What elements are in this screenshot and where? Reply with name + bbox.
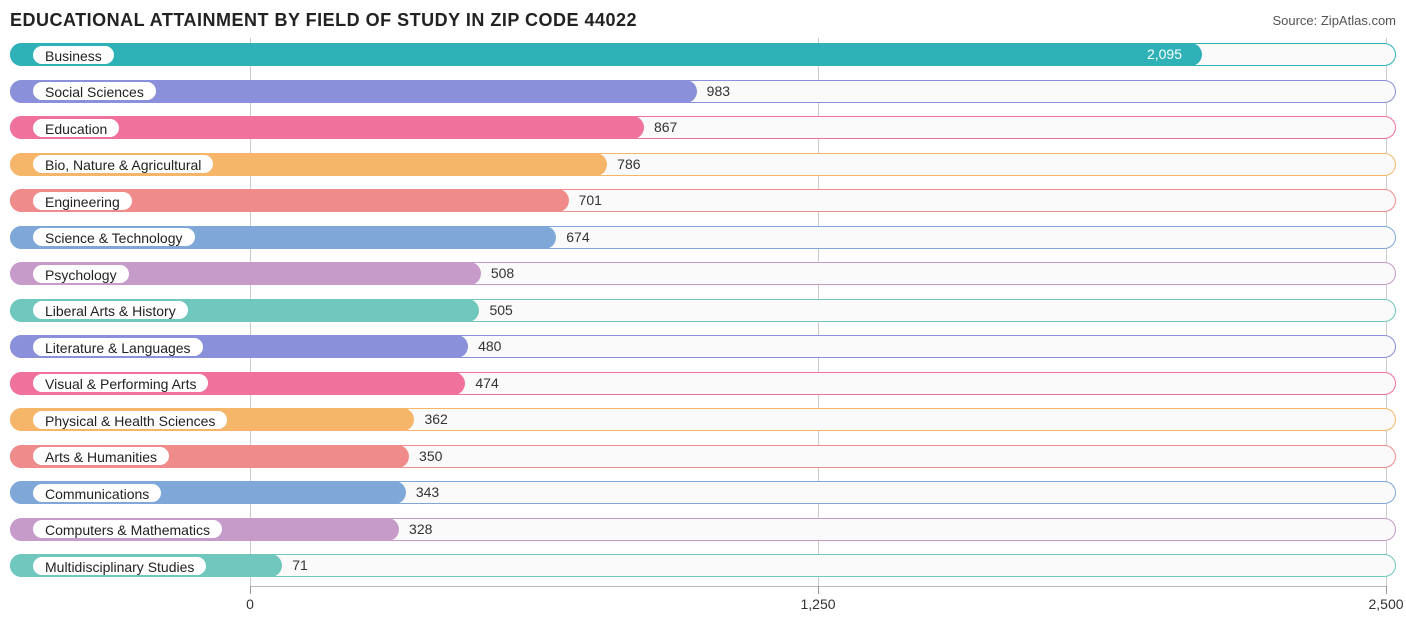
chart-source: Source: ZipAtlas.com [1272, 13, 1396, 28]
bar-row: Social Sciences 983 [10, 75, 1396, 108]
bar-row: Business 2,095 [10, 38, 1396, 71]
bar-chart: Business 2,095 Social Sciences 983 Education… [10, 38, 1396, 582]
bar-row: Science & Technology 674 [10, 221, 1396, 254]
category-label: Communications [32, 483, 162, 503]
value-label: 474 [475, 372, 498, 395]
category-label: Arts & Humanities [32, 446, 170, 466]
bar-row: Literature & Languages 480 [10, 330, 1396, 363]
value-label: 505 [489, 299, 512, 322]
category-label: Visual & Performing Arts [32, 373, 209, 393]
category-label: Liberal Arts & History [32, 300, 189, 320]
value-label: 343 [416, 481, 439, 504]
value-label: 786 [617, 153, 640, 176]
value-label: 480 [478, 335, 501, 358]
category-label: Physical & Health Sciences [32, 410, 228, 430]
value-label: 674 [566, 226, 589, 249]
axis-tick [250, 586, 251, 594]
bar-row: Bio, Nature & Agricultural 786 [10, 148, 1396, 181]
axis-tick-label: 0 [246, 596, 254, 612]
category-label: Science & Technology [32, 227, 196, 247]
axis-tick [818, 586, 819, 594]
category-label: Computers & Mathematics [32, 519, 223, 539]
value-label: 983 [707, 80, 730, 103]
category-label: Social Sciences [32, 81, 157, 101]
axis-tick-label: 1,250 [800, 596, 835, 612]
bar-row: Computers & Mathematics 328 [10, 513, 1396, 546]
bar-row: Multidisciplinary Studies 71 [10, 549, 1396, 582]
x-axis: 01,2502,500 [10, 586, 1396, 616]
chart-container: EDUCATIONAL ATTAINMENT BY FIELD OF STUDY… [0, 0, 1406, 631]
value-label: 867 [654, 116, 677, 139]
value-label: 350 [419, 445, 442, 468]
category-label: Literature & Languages [32, 337, 204, 357]
category-label: Psychology [32, 264, 130, 284]
bar-row: Liberal Arts & History 505 [10, 294, 1396, 327]
value-label: 508 [491, 262, 514, 285]
bar-fill [10, 43, 1202, 66]
category-label: Bio, Nature & Agricultural [32, 154, 214, 174]
chart-title: EDUCATIONAL ATTAINMENT BY FIELD OF STUDY… [10, 10, 637, 31]
value-label: 71 [292, 554, 308, 577]
axis-tick [1386, 586, 1387, 594]
bar-row: Arts & Humanities 350 [10, 440, 1396, 473]
bar-row: Communications 343 [10, 476, 1396, 509]
category-label: Education [32, 118, 120, 138]
value-label: 701 [579, 189, 602, 212]
axis-tick-label: 2,500 [1368, 596, 1403, 612]
bar-row: Education 867 [10, 111, 1396, 144]
value-label: 2,095 [1147, 43, 1182, 66]
value-label: 362 [424, 408, 447, 431]
chart-header: EDUCATIONAL ATTAINMENT BY FIELD OF STUDY… [10, 8, 1396, 32]
bar-row: Engineering 701 [10, 184, 1396, 217]
bar-row: Psychology 508 [10, 257, 1396, 290]
bar-row: Visual & Performing Arts 474 [10, 367, 1396, 400]
category-label: Multidisciplinary Studies [32, 556, 207, 576]
value-label: 328 [409, 518, 432, 541]
category-label: Business [32, 45, 115, 65]
bar-row: Physical & Health Sciences 362 [10, 403, 1396, 436]
category-label: Engineering [32, 191, 133, 211]
